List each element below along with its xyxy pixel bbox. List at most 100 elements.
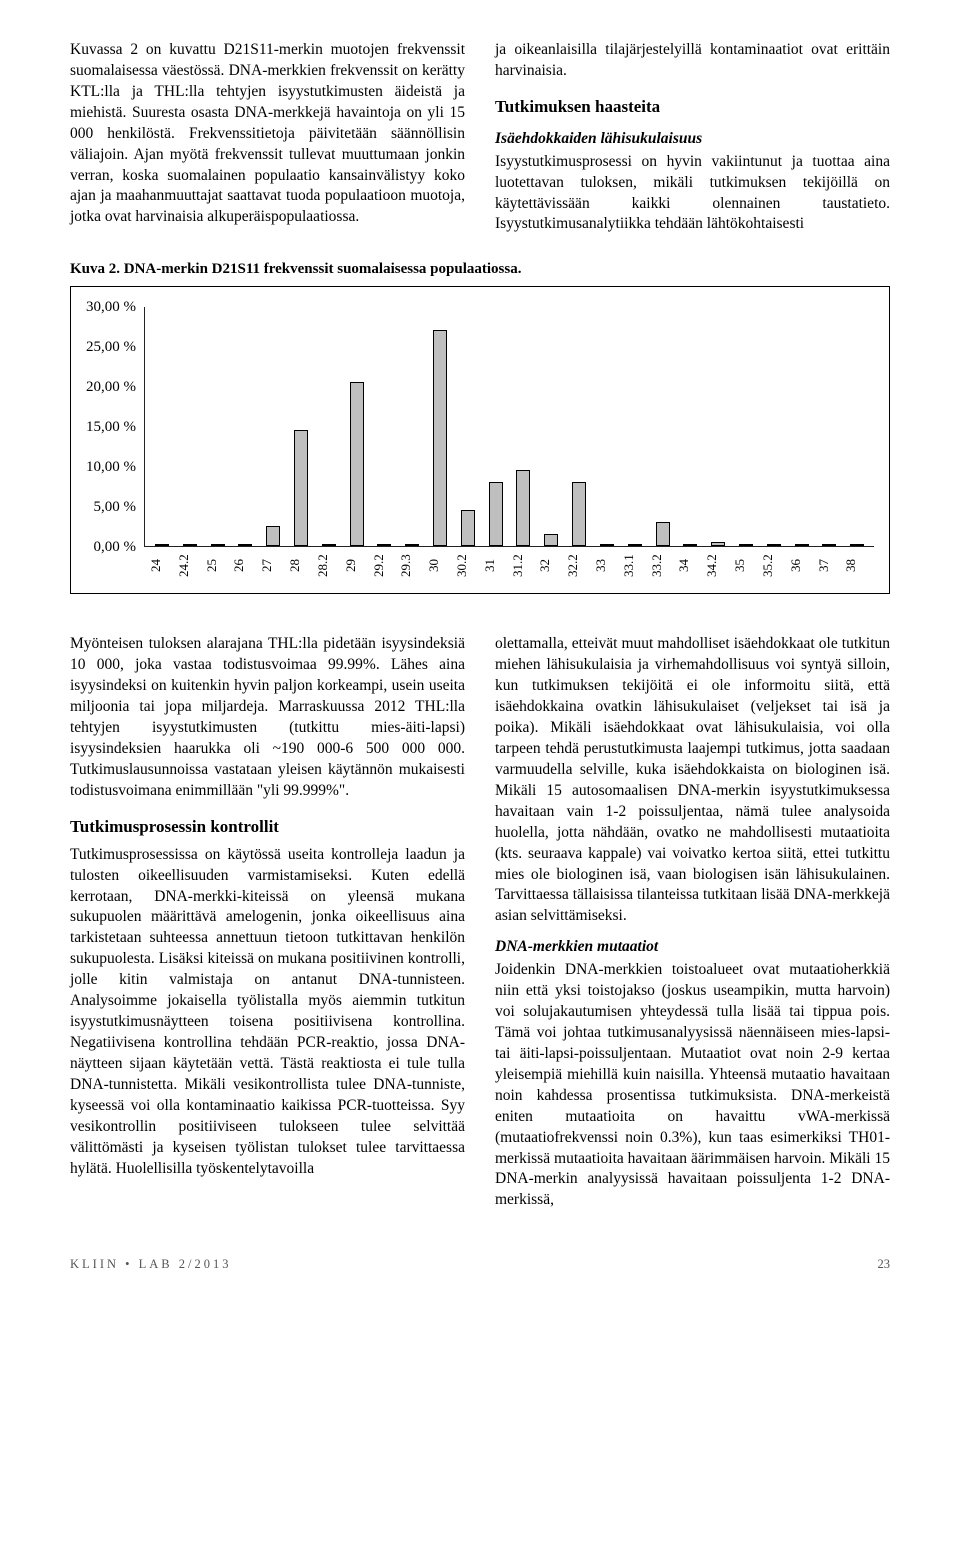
x-tick-label: 29 <box>344 551 370 583</box>
x-tick-label: 30 <box>427 551 453 583</box>
figure-caption: Kuva 2. DNA-merkin D21S11 frekvenssit su… <box>70 261 890 278</box>
paragraph: Joidenkin DNA-merkkien toistoalueet ovat… <box>495 960 890 1211</box>
x-tick-label: 24 <box>149 551 175 583</box>
y-axis: 30,00 %25,00 %20,00 %15,00 %10,00 %5,00 … <box>86 307 144 547</box>
footer-left: KLIIN • LAB 2/2013 <box>70 1257 232 1272</box>
bar <box>544 534 558 546</box>
bar-slot <box>677 307 703 546</box>
bar <box>155 544 169 546</box>
bar <box>795 544 809 546</box>
x-tick-label: 34 <box>677 551 703 583</box>
section-heading: Tutkimuksen haasteita <box>495 96 890 119</box>
bar-slot <box>622 307 648 546</box>
bar <box>322 544 336 546</box>
bar <box>822 544 836 546</box>
x-tick-label: 25 <box>205 551 231 583</box>
bar-slot <box>455 307 481 546</box>
x-axis: 2424.22526272828.22929.229.33030.23131.2… <box>144 547 874 583</box>
bar <box>850 544 864 546</box>
bar <box>600 544 614 546</box>
x-tick-label: 26 <box>232 551 258 583</box>
top-left-column: Kuvassa 2 on kuvattu D21S11-merkin muoto… <box>70 40 465 241</box>
top-right-column: ja oikeanlaisilla tilajärjestelyillä kon… <box>495 40 890 241</box>
x-tick-label: 30.2 <box>455 551 481 583</box>
bar-chart: 30,00 %25,00 %20,00 %15,00 %10,00 %5,00 … <box>70 286 890 594</box>
x-tick-label: 29.3 <box>399 551 425 583</box>
x-tick-label: 38 <box>844 551 870 583</box>
bar-slot <box>705 307 731 546</box>
x-tick-label: 32.2 <box>566 551 592 583</box>
page-number: 23 <box>878 1257 891 1272</box>
bar-slot <box>205 307 231 546</box>
bar <box>628 544 642 546</box>
page-footer: KLIIN • LAB 2/2013 23 <box>70 1257 890 1272</box>
bar <box>739 544 753 546</box>
bar-slot <box>344 307 370 546</box>
bar-slot <box>761 307 787 546</box>
subsection-heading: DNA-merkkien mutaatiot <box>495 937 890 958</box>
bar <box>433 330 447 546</box>
bar-slot <box>316 307 342 546</box>
paragraph: Kuvassa 2 on kuvattu D21S11-merkin muoto… <box>70 40 465 228</box>
bar-slot <box>372 307 398 546</box>
bar-slot <box>538 307 564 546</box>
x-tick-label: 24.2 <box>177 551 203 583</box>
bar <box>461 510 475 546</box>
bar-slot <box>177 307 203 546</box>
subsection-heading: Isäehdokkaiden lähisukulaisuus <box>495 129 890 150</box>
x-tick-label: 37 <box>817 551 843 583</box>
paragraph: ja oikeanlaisilla tilajärjestelyillä kon… <box>495 40 890 82</box>
x-tick-label: 31 <box>483 551 509 583</box>
bar-slot <box>817 307 843 546</box>
bar <box>377 544 391 546</box>
bar-slot <box>399 307 425 546</box>
bottom-columns: Myönteisen tuloksen alarajana THL:lla pi… <box>70 634 890 1217</box>
paragraph: olettamalla, etteivät muut mahdolliset i… <box>495 634 890 927</box>
x-tick-label: 29.2 <box>372 551 398 583</box>
bar <box>266 526 280 546</box>
plot-area <box>144 307 874 547</box>
x-tick-label: 28.2 <box>316 551 342 583</box>
paragraph: Isyystutkimusprosessi on hyvin vakiintun… <box>495 152 890 236</box>
x-tick-label: 33.1 <box>622 551 648 583</box>
x-tick-label: 35 <box>733 551 759 583</box>
x-tick-label: 35.2 <box>761 551 787 583</box>
x-tick-label: 33 <box>594 551 620 583</box>
bar-slot <box>149 307 175 546</box>
bar-slot <box>288 307 314 546</box>
bar <box>711 542 725 546</box>
bar <box>767 544 781 546</box>
paragraph: Myönteisen tuloksen alarajana THL:lla pi… <box>70 634 465 801</box>
x-tick-label: 28 <box>288 551 314 583</box>
bar <box>489 482 503 546</box>
x-tick-label: 32 <box>538 551 564 583</box>
bar-slot <box>260 307 286 546</box>
bar-slot <box>844 307 870 546</box>
bottom-left-column: Myönteisen tuloksen alarajana THL:lla pi… <box>70 634 465 1217</box>
bar <box>350 382 364 546</box>
bar-slot <box>594 307 620 546</box>
section-heading: Tutkimusprosessin kontrollit <box>70 816 465 839</box>
bar-slot <box>650 307 676 546</box>
bar-slot <box>733 307 759 546</box>
bottom-right-column: olettamalla, etteivät muut mahdolliset i… <box>495 634 890 1217</box>
bar-slot <box>789 307 815 546</box>
x-tick-label: 27 <box>260 551 286 583</box>
bar <box>238 544 252 546</box>
bar-slot <box>566 307 592 546</box>
x-tick-label: 34.2 <box>705 551 731 583</box>
bar <box>211 544 225 546</box>
bar <box>516 470 530 546</box>
x-tick-label: 33.2 <box>650 551 676 583</box>
bar <box>405 544 419 546</box>
bar <box>294 430 308 546</box>
bar-slot <box>511 307 537 546</box>
bar-slot <box>232 307 258 546</box>
top-columns: Kuvassa 2 on kuvattu D21S11-merkin muoto… <box>70 40 890 241</box>
bar <box>183 544 197 546</box>
x-tick-label: 36 <box>789 551 815 583</box>
bar <box>572 482 586 546</box>
bar <box>656 522 670 546</box>
bar-slot <box>427 307 453 546</box>
paragraph: Tutkimusprosessissa on käytössä useita k… <box>70 845 465 1180</box>
